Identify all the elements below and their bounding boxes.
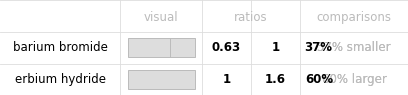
Text: erbium hydride: erbium hydride (15, 73, 106, 86)
Text: 37% smaller: 37% smaller (317, 41, 391, 54)
Text: comparisons: comparisons (317, 11, 391, 24)
Text: 1: 1 (222, 73, 231, 86)
Text: 1.6: 1.6 (265, 73, 286, 86)
Text: 37%: 37% (304, 41, 332, 54)
Bar (128, 70, 195, 89)
Bar (128, 38, 195, 57)
Text: 37% smaller: 37% smaller (317, 41, 391, 54)
Text: 60% larger: 60% larger (322, 73, 386, 86)
Text: 60%: 60% (306, 73, 334, 86)
Text: barium bromide: barium bromide (13, 41, 108, 54)
Text: visual: visual (144, 11, 178, 24)
Text: ratios: ratios (234, 11, 268, 24)
Text: 1: 1 (271, 41, 279, 54)
Text: 0.63: 0.63 (212, 41, 241, 54)
Text: 60% larger: 60% larger (322, 73, 386, 86)
